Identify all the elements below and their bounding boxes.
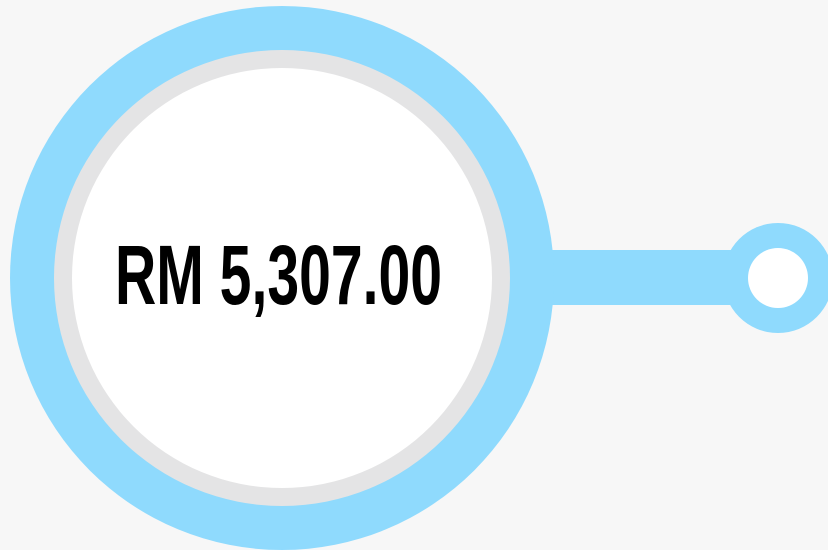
center-disc (72, 68, 492, 488)
amount-label: RM 5,307.00 (115, 228, 442, 322)
end-node-center (748, 248, 808, 308)
